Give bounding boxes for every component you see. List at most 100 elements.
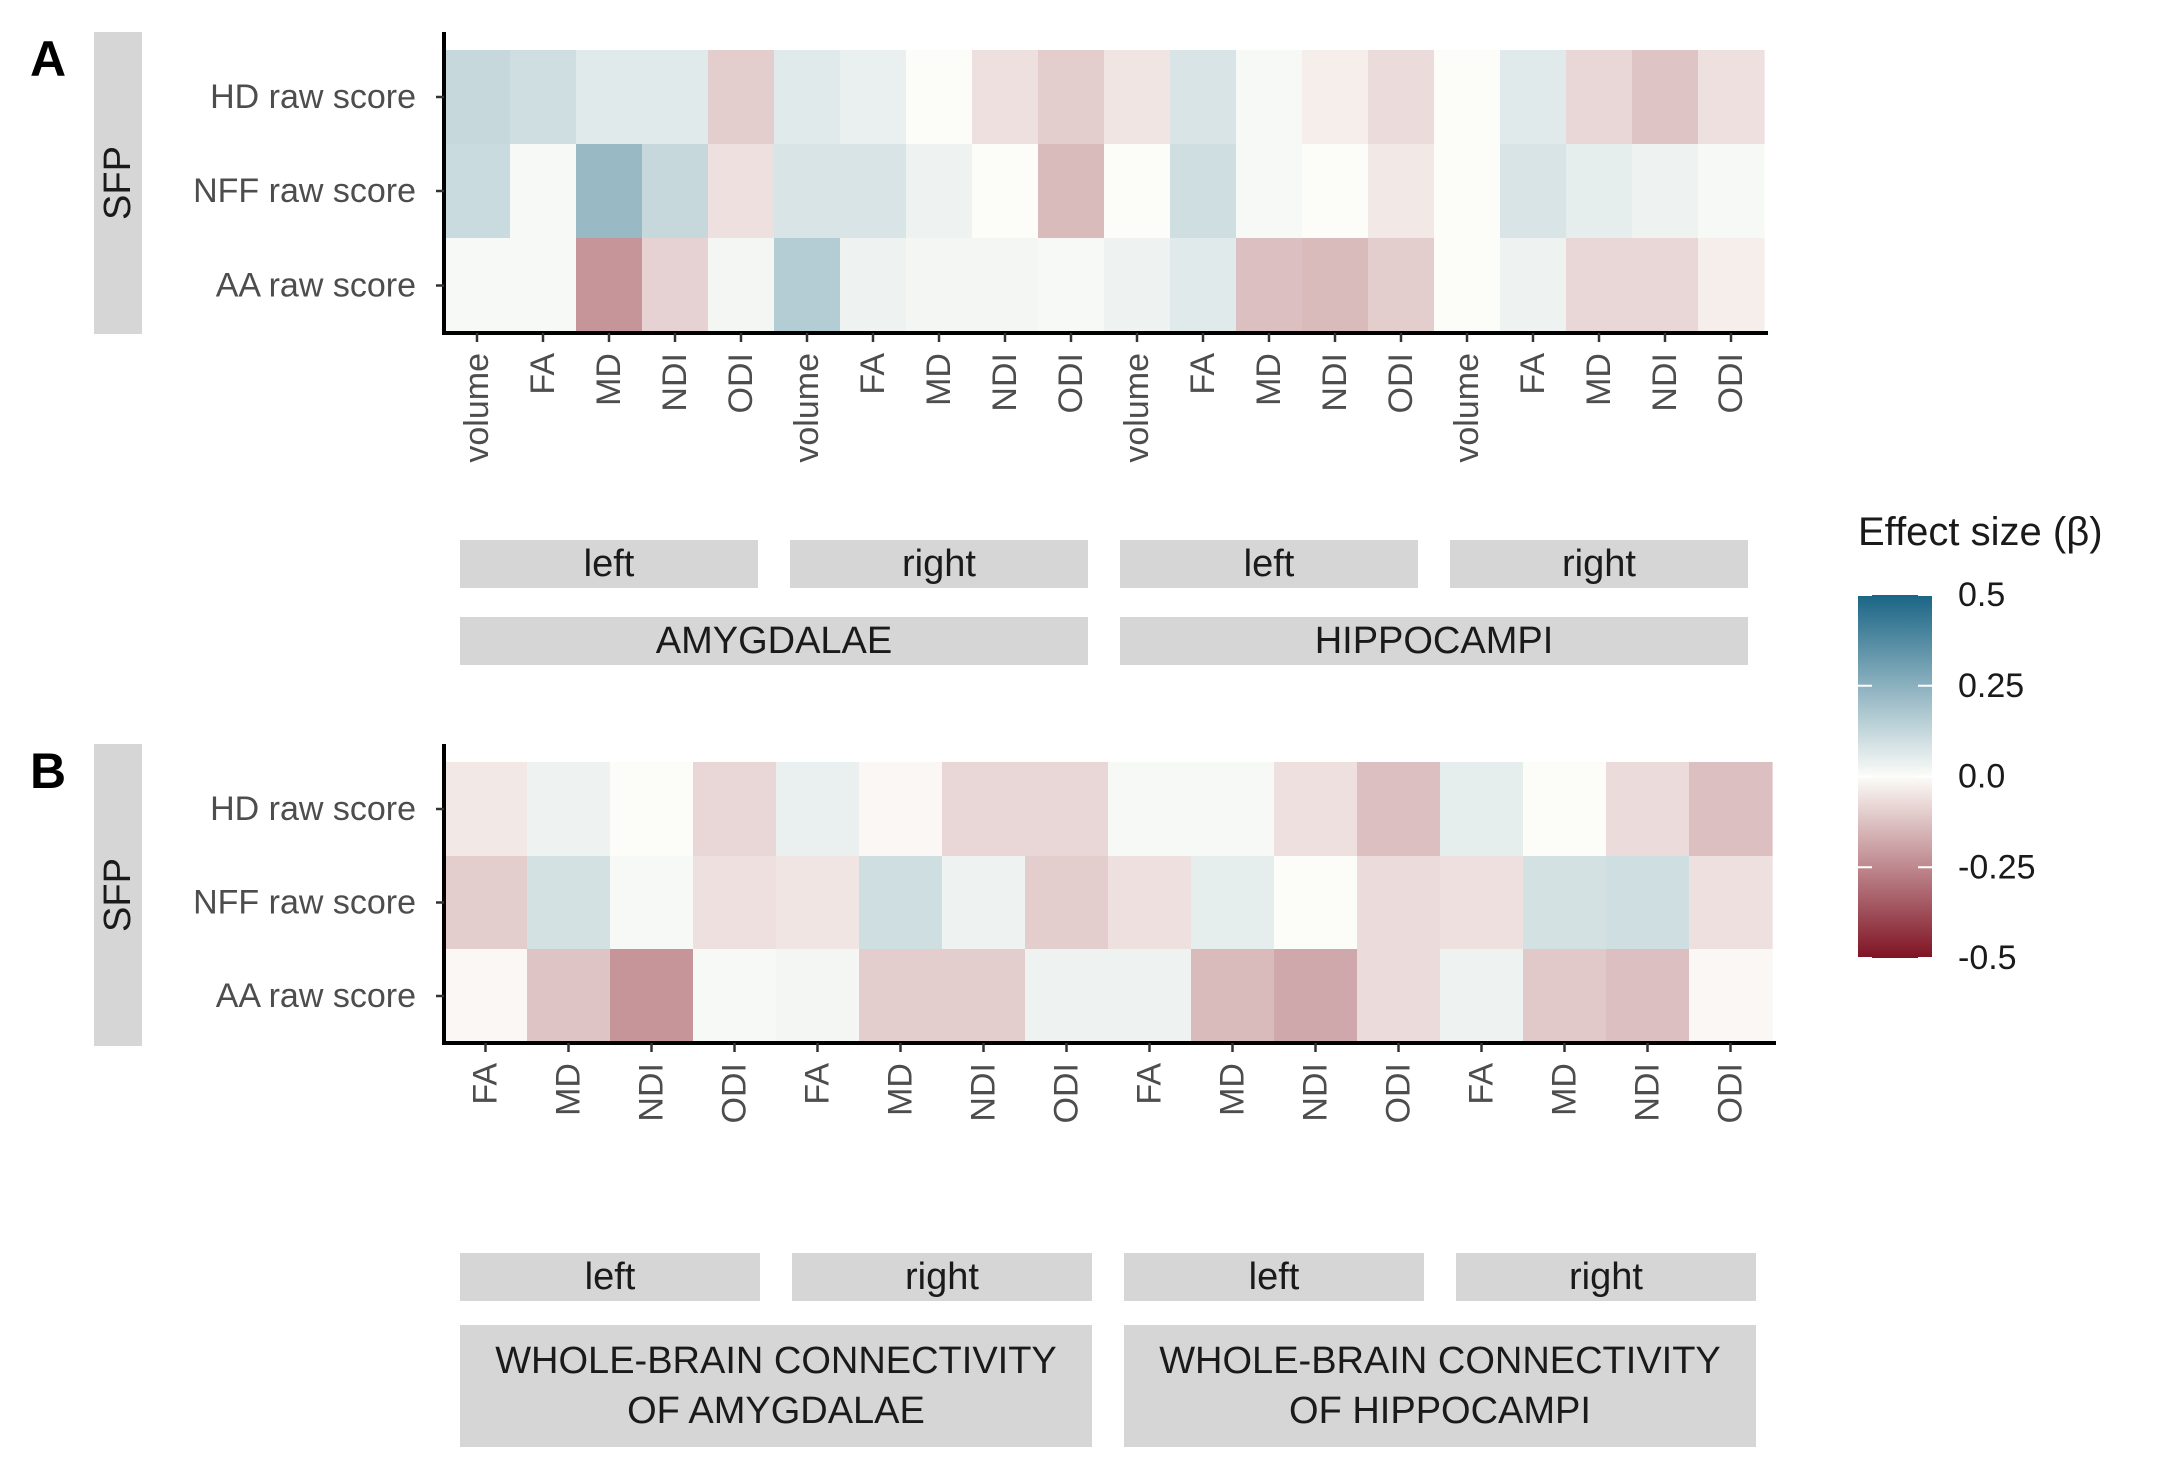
heatmap-cell <box>840 144 907 239</box>
facet-strip <box>94 744 142 1046</box>
side-strip <box>460 540 758 588</box>
x-tick-label: volume <box>1448 353 1486 463</box>
heatmap-cell <box>642 238 709 334</box>
legend-tick-label: 0.25 <box>1958 667 2024 705</box>
x-tick-label: volume <box>1118 353 1156 463</box>
y-tick-label: AA raw score <box>216 267 416 305</box>
heatmap-cell <box>1236 50 1303 145</box>
x-tick-label: NDI <box>633 1063 671 1122</box>
heatmap-cell <box>527 856 611 950</box>
heatmap-cell <box>972 144 1039 239</box>
legend: Effect size (β) 0.5 0.25 0.0 -0.25 -0.5 <box>1858 510 2103 977</box>
x-tick-label: MD <box>1214 1063 1252 1116</box>
heatmap-cell <box>510 144 577 239</box>
x-tick-label: FA <box>854 353 892 395</box>
facet-label: SFP <box>97 146 139 220</box>
heatmap-cell <box>774 144 841 239</box>
group-strip-label: HIPPOCAMPI <box>1315 620 1554 662</box>
side-strip-label: left <box>1244 543 1295 585</box>
heatmap-cell <box>576 50 643 145</box>
heatmap-cell <box>859 856 943 950</box>
legend-tick-label: -0.5 <box>1958 939 2017 977</box>
panel-b: B SFP HD raw score NFF raw score AA raw scor… <box>30 743 1776 1447</box>
group-strip <box>460 1325 1092 1447</box>
heatmap-cell <box>1566 238 1633 334</box>
heatmap-cell <box>1108 949 1192 1044</box>
side-strip-label: left <box>585 1256 636 1298</box>
heatmap-cell <box>1434 238 1501 334</box>
heatmap-cell <box>1434 50 1501 145</box>
x-tick-label: NDI <box>1629 1063 1667 1122</box>
heatmap-cell <box>1302 144 1369 239</box>
side-strip-label: left <box>1249 1256 1300 1298</box>
heatmap-cell <box>1108 762 1192 857</box>
heatmap-cell <box>1302 238 1369 334</box>
group-strip-label: OF AMYGDALAE <box>627 1390 925 1432</box>
heatmap-cell <box>444 949 528 1044</box>
x-tick-label: MD <box>1580 353 1618 406</box>
heatmap-cell <box>708 238 775 334</box>
heatmap-cell <box>610 762 694 857</box>
x-tick-label: volume <box>458 353 496 463</box>
side-strip-label: right <box>1569 1256 1643 1298</box>
heatmap-cell <box>1274 762 1358 857</box>
facet-label: SFP <box>97 858 139 932</box>
heatmap-cell <box>1236 144 1303 239</box>
group-strip <box>460 617 1088 665</box>
x-tick-label: FA <box>467 1063 505 1105</box>
heatmap-cell <box>1566 144 1633 239</box>
x-tick-label: ODI <box>716 1063 754 1123</box>
heatmap-cell <box>1104 144 1171 239</box>
side-strip <box>1120 540 1418 588</box>
heatmap-cell <box>942 762 1026 857</box>
heatmap-cell <box>1689 762 1773 857</box>
heatmap-cell <box>693 762 777 857</box>
heatmap-cell <box>527 762 611 857</box>
heatmap-cell <box>776 762 860 857</box>
group-strip-label: WHOLE-BRAIN CONNECTIVITY <box>495 1340 1057 1382</box>
side-strip <box>1456 1253 1756 1301</box>
heatmap-cell <box>1698 50 1765 145</box>
legend-title: Effect size (β) <box>1858 510 2103 554</box>
heatmap-cell <box>942 949 1026 1044</box>
heatmap-cell <box>1698 144 1765 239</box>
side-strip <box>792 1253 1092 1301</box>
side-strip-label: left <box>584 543 635 585</box>
heatmap-cell <box>1523 856 1607 950</box>
heatmap-cell <box>1170 50 1237 145</box>
x-tick-label: MD <box>882 1063 920 1116</box>
heatmap-cell <box>1025 762 1109 857</box>
heatmap-cell <box>1368 238 1435 334</box>
heatmap-cell <box>1523 762 1607 857</box>
y-tick-label: HD raw score <box>210 790 416 828</box>
heatmap-cell <box>1357 856 1441 950</box>
panel-label: A <box>30 31 66 87</box>
x-tick-label: NDI <box>1316 353 1354 412</box>
panel-label: B <box>30 743 66 799</box>
heatmap-cell <box>1108 856 1192 950</box>
heatmap-cell <box>942 856 1026 950</box>
heatmap-cell <box>1302 50 1369 145</box>
heatmap-cell <box>776 949 860 1044</box>
heatmap-cell <box>1606 762 1690 857</box>
x-tick-label: FA <box>524 353 562 395</box>
heatmap-cell <box>774 238 841 334</box>
heatmap-cell <box>972 50 1039 145</box>
group-strip-label: OF HIPPOCAMPI <box>1289 1390 1591 1432</box>
heatmap-cell <box>1606 949 1690 1044</box>
heatmap-cell <box>1368 144 1435 239</box>
heatmap-cell <box>510 238 577 334</box>
heatmap-cell <box>1274 856 1358 950</box>
heatmap-cell <box>444 856 528 950</box>
x-tick-label: NDI <box>1297 1063 1335 1122</box>
heatmap-cell <box>1191 856 1275 950</box>
heatmap-cell <box>693 856 777 950</box>
heatmap-cell <box>972 238 1039 334</box>
side-strip-label: right <box>1562 543 1636 585</box>
heatmap-cell <box>1191 762 1275 857</box>
side-strip-label: right <box>905 1256 979 1298</box>
x-tick-label: MD <box>590 353 628 406</box>
heatmap-cell <box>708 50 775 145</box>
heatmap-cell <box>840 50 907 145</box>
